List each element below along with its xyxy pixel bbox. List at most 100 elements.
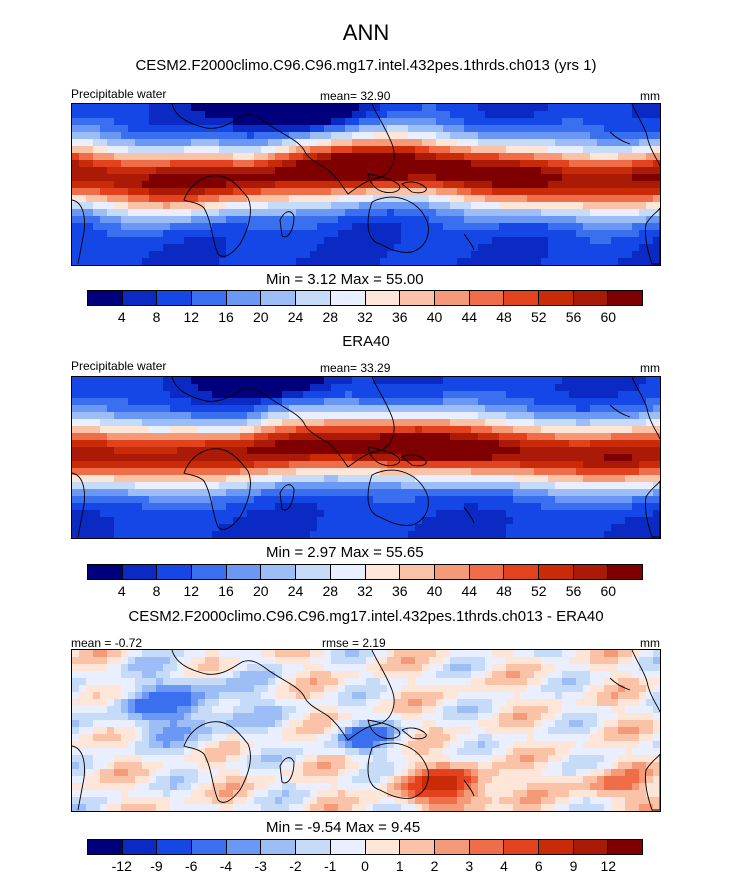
colorbar-swatch: [226, 291, 262, 305]
colorbar-tick-label: 36: [391, 583, 408, 599]
colorbar-swatch: [365, 291, 401, 305]
colorbar-tick-label: 4: [500, 858, 508, 874]
coastline: [631, 104, 660, 167]
panel2-title: ERA40: [342, 333, 390, 350]
colorbar-tick-label: -9: [150, 858, 163, 874]
panel3-map-svg: [72, 650, 660, 811]
colorbar-swatch: [365, 565, 401, 579]
coastline: [631, 650, 660, 713]
colorbar-tick-label: 0: [361, 858, 369, 874]
panel1-map: [71, 103, 661, 266]
colorbar-tick-label: -2: [289, 858, 302, 874]
coastline: [609, 131, 631, 145]
coastline: [609, 404, 631, 418]
coastline: [367, 446, 401, 466]
panel3-units-label: mm: [640, 636, 660, 650]
panel3-colorbar-ticks: -12 -9 -6 -4 -3 -2 -1 0 1 2 3 4 6 9 12: [87, 858, 643, 874]
panel2-colorbar-ticks: 4 8 12 16 20 24 28 32 36 40 44 48 52 56 60: [87, 583, 643, 599]
coastline: [279, 484, 295, 511]
colorbar-tick-label: 52: [530, 583, 547, 599]
colorbar-swatch: [296, 840, 331, 854]
colorbar-tick-label: 2: [430, 858, 439, 874]
colorbar-tick-label: 56: [565, 309, 582, 325]
colorbar-tick-label: 60: [600, 583, 617, 599]
colorbar-swatch: [469, 291, 505, 305]
colorbar-swatch: [296, 291, 331, 305]
panel3-colorbar: [87, 839, 643, 855]
colorbar-tick-label: 8: [152, 309, 161, 325]
coastline: [279, 757, 295, 784]
panel1-mean-label: mean= 32.90: [320, 89, 391, 103]
colorbar-swatch: [608, 840, 642, 854]
colorbar-swatch: [88, 565, 123, 579]
coastline: [463, 779, 475, 797]
colorbar-swatch: [330, 840, 366, 854]
coastline: [171, 650, 395, 741]
colorbar-swatch: [504, 565, 539, 579]
colorbar-swatch: [88, 840, 123, 854]
colorbar-tick-label: 12: [600, 858, 617, 874]
colorbar-swatch: [573, 291, 609, 305]
colorbar-swatch: [122, 565, 158, 579]
colorbar-swatch: [538, 840, 574, 854]
colorbar-tick-label: -3: [254, 858, 267, 874]
panel3-map: [71, 649, 661, 812]
panel2-map: [71, 376, 661, 539]
colorbar-tick-label: 1: [395, 858, 404, 874]
coastline: [183, 175, 251, 257]
colorbar-swatch: [157, 565, 193, 579]
coastline: [401, 181, 427, 194]
colorbar-swatch: [330, 291, 366, 305]
colorbar-tick-label: 4: [117, 583, 126, 599]
panel1-minmax: Min = 3.12 Max = 55.00: [266, 271, 424, 288]
coastline: [645, 753, 660, 811]
colorbar-tick-label: 3: [465, 858, 474, 874]
coastline: [171, 104, 395, 195]
panel1-colorbar: [87, 290, 643, 306]
colorbar-swatch: [400, 565, 435, 579]
colorbar-tick-label: 8: [152, 583, 161, 599]
colorbar-swatch: [296, 565, 331, 579]
colorbar-swatch: [226, 565, 262, 579]
coastline: [171, 377, 395, 468]
colorbar-tick-label: 48: [496, 583, 512, 599]
coastline: [367, 719, 401, 739]
colorbar-swatch: [573, 565, 609, 579]
colorbar-tick-label: 40: [426, 309, 443, 325]
colorbar-tick-label: -6: [185, 858, 198, 874]
colorbar-swatch: [504, 291, 539, 305]
colorbar-tick-label: 16: [218, 583, 234, 599]
colorbar-swatch: [434, 565, 470, 579]
panel3-minmax: Min = -9.54 Max = 9.45: [266, 819, 421, 836]
panel1-title: CESM2.F2000climo.C96.C96.mg17.intel.432p…: [135, 57, 597, 74]
coastline: [367, 196, 429, 253]
coastline: [463, 506, 475, 524]
colorbar-tick-label: 9: [569, 858, 578, 874]
colorbar-swatch: [469, 840, 505, 854]
colorbar-tick-label: 40: [426, 583, 443, 599]
colorbar-swatch: [400, 291, 435, 305]
coastline: [367, 469, 429, 526]
colorbar-swatch: [226, 840, 262, 854]
colorbar-swatch: [608, 565, 642, 579]
coastline: [463, 233, 475, 251]
colorbar-swatch: [261, 565, 297, 579]
colorbar-swatch: [573, 840, 609, 854]
colorbar-tick-label: 32: [357, 309, 373, 325]
colorbar-swatch: [122, 840, 158, 854]
panel1-variable-label: Precipitable water: [71, 87, 167, 101]
colorbar-swatch: [192, 840, 227, 854]
colorbar-tick-label: 12: [183, 583, 200, 599]
panel3-mean-label: mean = -0.72: [71, 636, 143, 650]
colorbar-swatch: [122, 291, 158, 305]
panel1-units-label: mm: [640, 89, 660, 103]
colorbar-swatch: [538, 291, 574, 305]
coastline: [183, 448, 251, 530]
colorbar-tick-label: 56: [565, 583, 582, 599]
coastline: [645, 480, 660, 538]
colorbar-tick-label: 20: [252, 309, 269, 325]
coastline: [72, 199, 85, 265]
colorbar-tick-label: 28: [322, 309, 339, 325]
panel1-colorbar-ticks: 4 8 12 16 20 24 28 32 36 40 44 48 52 56 60: [87, 309, 643, 325]
colorbar-swatch: [434, 840, 470, 854]
